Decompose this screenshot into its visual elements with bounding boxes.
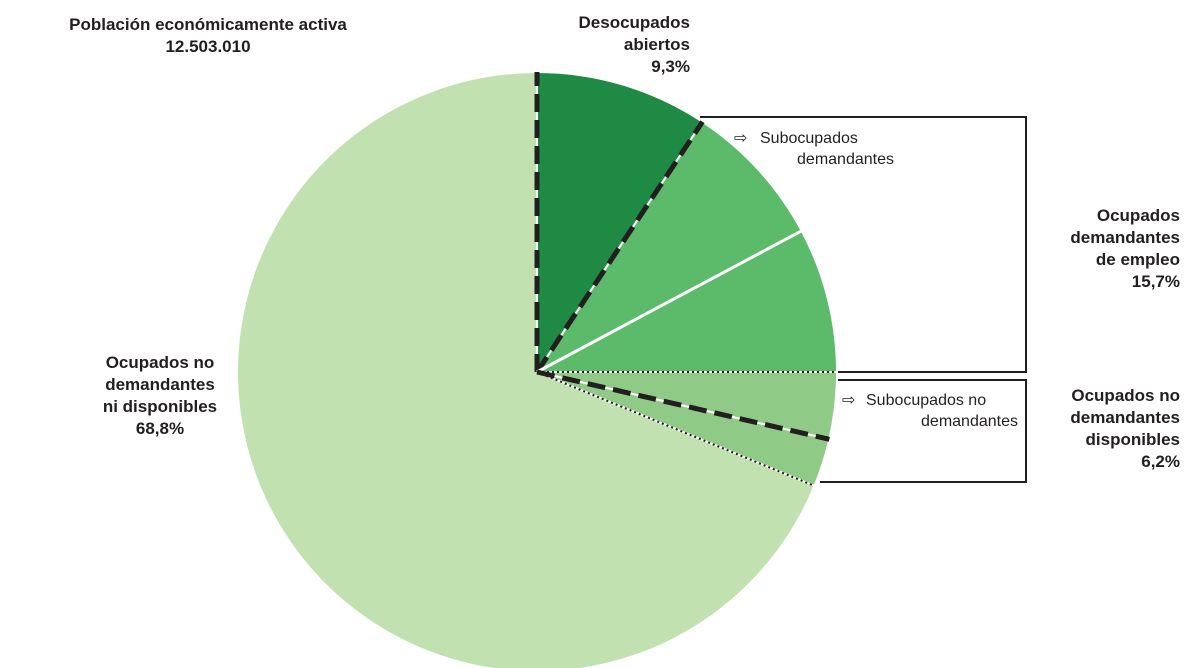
slice-divider-dashed [534, 120, 705, 374]
label-desocupados-pct: 9,3% [651, 57, 690, 76]
label-ocdem-line3: de empleo [1095, 250, 1180, 269]
label-ocnodisp-pct: 6,2% [1141, 452, 1180, 471]
note-subocupados-demandantes: ⇨ Subocupados demandantes [734, 128, 904, 170]
note-subnodem-line2: demandantes [921, 413, 1018, 430]
chart-title: Población económicamente activa 12.503.0… [18, 14, 398, 58]
bracket-ocupados-no-demandantes-disponibles [820, 379, 1027, 483]
bracket-ocupados-demandantes [700, 116, 1027, 373]
label-ocni-pct: 68,8% [135, 419, 185, 438]
label-ocupados-demandantes: Ocupados demandantes de empleo 15,7% [990, 205, 1180, 293]
label-desocupados-abiertos: Desocupados abiertos 9,3% [500, 12, 690, 78]
slice-divider-white [536, 229, 803, 374]
label-ocupados-ni-disponibles: Ocupados no demandantes ni disponibles 6… [60, 352, 260, 440]
label-ocdem-line1: Ocupados [1096, 206, 1180, 225]
chart-title-text: Población económicamente activa [69, 15, 347, 34]
pie-slice-desocupados-abiertos [536, 70, 704, 376]
pie-slice-ocupados-demandantes-resto [536, 229, 839, 373]
slice-divider-dotted [536, 371, 815, 487]
label-desocupados-line2: abiertos [623, 35, 690, 54]
note-subdem-line1: Subocupados [760, 130, 858, 147]
arrow-right-icon: ⇨ [734, 130, 748, 147]
note-subnodem-line1: Subocupados no [866, 392, 987, 409]
label-desocupados-line1: Desocupados [578, 13, 690, 32]
label-ocdem-line2: demandantes [1070, 228, 1180, 247]
pie-slice-ocupados-ni-disponibles [236, 70, 816, 668]
label-ocnodisp-line2: demandantes [1070, 408, 1180, 427]
label-ocni-line1: Ocupados no [105, 353, 215, 372]
arrow-right-icon: ⇨ [842, 392, 856, 409]
note-subocupados-no-demandantes: ⇨ Subocupados no demandantes [842, 390, 1022, 432]
slice-divider-dashed [536, 369, 830, 442]
pie-slice-subocupados-demandantes [536, 120, 804, 373]
label-ocdem-pct: 15,7% [1131, 272, 1180, 291]
label-ocni-line2: demandantes [105, 375, 215, 394]
note-subdem-line2: demandantes [797, 151, 894, 168]
label-ocupados-no-demandantes-disponibles: Ocupados no demandantes disponibles 6,2% [1000, 385, 1180, 473]
chart-subtitle: 12.503.010 [165, 37, 251, 56]
label-ocnodisp-line3: disponibles [1085, 430, 1180, 449]
label-ocnodisp-line1: Ocupados no [1071, 386, 1180, 405]
label-ocni-line3: ni disponibles [102, 397, 218, 416]
